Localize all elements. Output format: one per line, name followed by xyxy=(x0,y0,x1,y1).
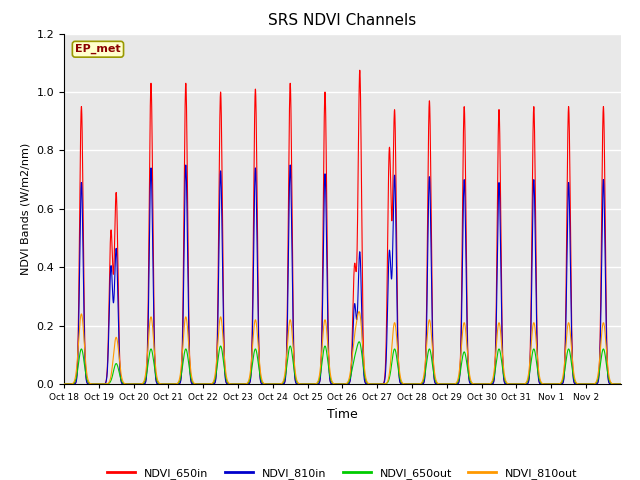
Title: SRS NDVI Channels: SRS NDVI Channels xyxy=(268,13,417,28)
Y-axis label: NDVI Bands (W/m2/nm): NDVI Bands (W/m2/nm) xyxy=(21,143,31,275)
Legend: NDVI_650in, NDVI_810in, NDVI_650out, NDVI_810out: NDVI_650in, NDVI_810in, NDVI_650out, NDV… xyxy=(103,464,582,480)
Text: EP_met: EP_met xyxy=(75,44,121,54)
X-axis label: Time: Time xyxy=(327,408,358,420)
